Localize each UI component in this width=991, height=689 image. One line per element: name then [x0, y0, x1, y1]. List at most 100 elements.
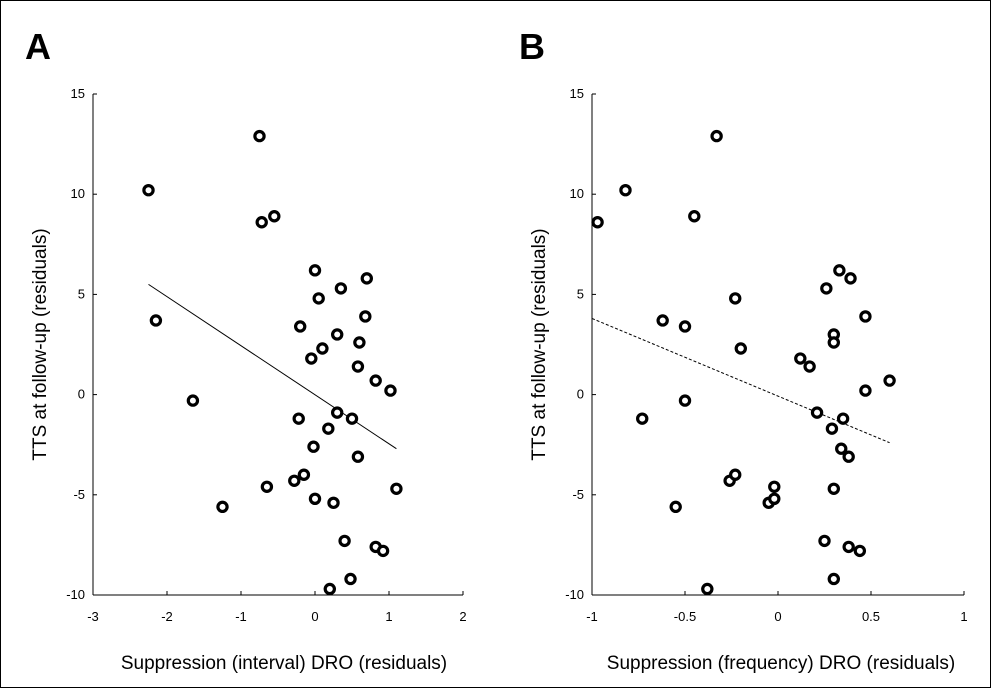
data-point — [353, 336, 366, 349]
data-point — [351, 360, 365, 373]
data-point — [253, 129, 266, 143]
y-tick-label: 0 — [78, 387, 85, 402]
data-point — [820, 282, 833, 295]
data-point — [842, 540, 855, 554]
data-point — [142, 183, 155, 197]
data-point — [853, 544, 867, 558]
data-point — [292, 412, 305, 425]
data-point — [288, 474, 301, 487]
panel-letter: A — [25, 26, 51, 67]
data-point — [312, 292, 325, 305]
data-point — [734, 342, 748, 355]
data-point — [768, 480, 781, 493]
y-tick-label: -5 — [73, 487, 85, 502]
x-axis-title: Suppression (interval) DRO (residuals) — [121, 653, 447, 674]
data-point — [331, 406, 344, 419]
data-point — [334, 282, 348, 295]
data-point — [322, 422, 335, 435]
data-point — [844, 272, 857, 285]
y-axis-title: TTS at follow-up (residuals) — [529, 228, 550, 460]
data-point — [818, 534, 831, 548]
data-point — [255, 216, 268, 229]
data-point — [688, 210, 701, 223]
data-point — [338, 534, 351, 548]
y-tick-label: -10 — [66, 587, 85, 602]
data-point — [591, 216, 604, 229]
y-tick-label: 15 — [570, 86, 584, 101]
data-point — [678, 394, 692, 407]
data-point — [669, 500, 682, 514]
panel-letter: B — [519, 26, 545, 67]
x-tick-label: -2 — [161, 609, 173, 624]
data-point — [636, 412, 649, 425]
y-tick-label: -5 — [572, 487, 584, 502]
data-point — [260, 480, 274, 493]
y-tick-label: 15 — [71, 86, 85, 101]
data-point — [307, 440, 320, 453]
data-point — [810, 406, 824, 419]
data-point — [656, 314, 669, 327]
x-tick-label: 2 — [459, 609, 466, 624]
data-point — [883, 374, 896, 387]
data-point — [827, 572, 841, 586]
data-point — [327, 496, 340, 510]
data-point — [360, 272, 373, 285]
y-tick-label: 5 — [78, 286, 85, 301]
data-point — [344, 572, 357, 586]
x-tick-label: -3 — [87, 609, 99, 624]
data-point — [186, 394, 200, 407]
data-point — [376, 544, 390, 558]
data-point — [308, 492, 322, 506]
data-point — [833, 264, 846, 277]
data-point — [390, 482, 403, 495]
data-point — [794, 352, 807, 365]
x-tick-label: 1 — [960, 609, 967, 624]
data-point — [803, 360, 816, 373]
data-point — [842, 450, 855, 463]
y-tick-label: 10 — [570, 186, 584, 201]
data-point — [827, 482, 841, 495]
x-tick-label: 1 — [385, 609, 392, 624]
x-axis-title: Suppression (frequency) DRO (residuals) — [607, 653, 955, 674]
data-point — [149, 314, 163, 327]
data-point — [678, 320, 692, 333]
x-tick-label: 0 — [774, 609, 781, 624]
y-axis-title: TTS at follow-up (residuals) — [30, 228, 51, 460]
data-point — [268, 210, 281, 223]
x-tick-label: 0 — [311, 609, 318, 624]
data-point — [331, 328, 344, 341]
data-point — [825, 422, 839, 435]
y-tick-label: 5 — [577, 286, 584, 301]
data-point — [216, 500, 229, 514]
data-point — [369, 374, 382, 387]
data-point — [308, 264, 322, 277]
x-tick-label: -0.5 — [674, 609, 696, 624]
data-point — [323, 582, 336, 596]
data-point — [836, 412, 850, 425]
y-tick-label: 10 — [71, 186, 85, 201]
x-tick-label: 0.5 — [862, 609, 880, 624]
data-point — [297, 468, 311, 481]
data-point — [294, 320, 307, 333]
data-point — [768, 492, 781, 506]
data-point — [619, 183, 632, 197]
data-point — [729, 292, 742, 305]
data-point — [859, 384, 872, 397]
data-point — [345, 412, 359, 425]
data-point — [835, 442, 848, 455]
data-point — [351, 450, 365, 463]
y-tick-label: -10 — [565, 587, 584, 602]
y-tick-label: 0 — [577, 387, 584, 402]
data-point — [859, 310, 872, 323]
data-point — [359, 310, 372, 323]
data-point — [701, 582, 714, 596]
data-point — [710, 129, 723, 143]
x-tick-label: -1 — [586, 609, 598, 624]
data-point — [827, 336, 841, 349]
data-point — [316, 342, 329, 355]
data-point — [305, 352, 318, 365]
x-tick-label: -1 — [235, 609, 247, 624]
data-point — [729, 468, 742, 481]
